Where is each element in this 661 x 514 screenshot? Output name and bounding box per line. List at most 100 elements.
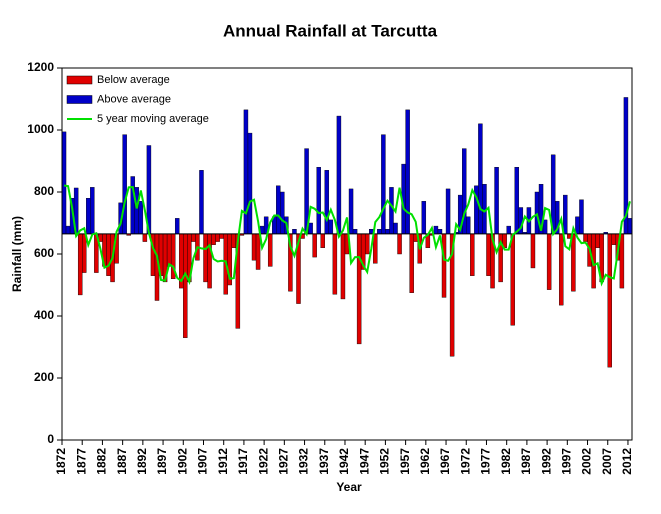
bar bbox=[276, 185, 281, 235]
bar bbox=[530, 233, 536, 269]
x-tick-label: 1957 bbox=[398, 448, 412, 475]
bar bbox=[308, 222, 313, 235]
bar bbox=[575, 216, 580, 235]
x-tick-label: 1887 bbox=[115, 448, 129, 475]
bar bbox=[510, 233, 515, 326]
bar bbox=[211, 233, 216, 245]
x-tick-label: 2007 bbox=[600, 448, 614, 475]
bar bbox=[563, 194, 568, 235]
bar bbox=[381, 134, 386, 235]
x-tick-label: 1977 bbox=[479, 448, 493, 475]
bar bbox=[86, 197, 91, 235]
bar bbox=[243, 109, 249, 235]
moving-average-line bbox=[63, 184, 631, 287]
bar bbox=[486, 233, 491, 276]
chart-title: Annual Rainfall at Tarcutta bbox=[223, 21, 438, 40]
y-tick-label: 600 bbox=[34, 246, 54, 260]
y-axis-label: Rainfall (mm) bbox=[10, 216, 24, 292]
x-tick-label: 1972 bbox=[458, 448, 472, 475]
bar bbox=[385, 228, 390, 235]
bar bbox=[174, 218, 180, 235]
x-tick-label: 1937 bbox=[317, 448, 331, 475]
y-tick-label: 400 bbox=[34, 308, 54, 322]
x-tick-label: 1892 bbox=[135, 448, 149, 475]
bar bbox=[389, 187, 394, 235]
bar bbox=[397, 233, 402, 255]
bar bbox=[364, 233, 370, 255]
bar bbox=[122, 134, 127, 235]
bar bbox=[619, 233, 625, 289]
bar bbox=[466, 216, 471, 235]
bar bbox=[320, 233, 325, 249]
bar bbox=[336, 115, 342, 235]
bar bbox=[65, 225, 71, 235]
y-tick-label: 200 bbox=[34, 370, 54, 384]
bar bbox=[316, 166, 321, 235]
x-tick-label: 1947 bbox=[357, 448, 371, 475]
bar bbox=[82, 233, 87, 273]
y-tick-label: 0 bbox=[47, 432, 54, 446]
legend-swatch bbox=[66, 95, 93, 104]
bar bbox=[215, 233, 220, 242]
legend-label: 5 year moving average bbox=[97, 113, 209, 125]
bar bbox=[138, 201, 144, 235]
x-tick-label: 1922 bbox=[256, 448, 270, 475]
bar bbox=[340, 233, 346, 300]
bar bbox=[348, 188, 354, 235]
bar bbox=[280, 191, 285, 235]
bar bbox=[134, 187, 140, 235]
x-tick-label: 1982 bbox=[499, 448, 513, 475]
bar bbox=[77, 233, 83, 296]
bar bbox=[247, 132, 253, 235]
bar bbox=[595, 233, 600, 249]
bar bbox=[470, 233, 475, 276]
bar bbox=[607, 233, 612, 368]
x-tick-label: 1987 bbox=[519, 448, 533, 475]
bar bbox=[405, 109, 410, 235]
bar bbox=[219, 233, 224, 239]
x-tick-label: 1962 bbox=[418, 448, 432, 475]
x-tick-label: 2012 bbox=[620, 448, 634, 475]
legend-swatch bbox=[66, 75, 93, 85]
bar bbox=[506, 225, 511, 235]
bar bbox=[611, 233, 617, 245]
bar bbox=[199, 170, 204, 235]
bar bbox=[393, 222, 398, 235]
bar bbox=[207, 233, 212, 289]
bar bbox=[328, 219, 334, 235]
bar bbox=[579, 199, 584, 235]
bar bbox=[441, 233, 447, 298]
bar bbox=[409, 233, 414, 293]
bar bbox=[546, 233, 552, 290]
y-tick-label: 1000 bbox=[27, 122, 54, 136]
bar bbox=[478, 123, 483, 235]
bar bbox=[356, 233, 362, 345]
x-tick-label: 1872 bbox=[54, 448, 68, 475]
x-tick-label: 2002 bbox=[580, 448, 594, 475]
bar bbox=[445, 188, 451, 235]
bar bbox=[559, 233, 564, 306]
x-tick-label: 1952 bbox=[378, 448, 392, 475]
bar bbox=[292, 228, 297, 235]
x-axis-label: Year bbox=[336, 480, 362, 494]
x-tick-label: 1967 bbox=[438, 448, 452, 475]
bar bbox=[191, 233, 196, 242]
x-tick-label: 1877 bbox=[74, 448, 88, 475]
x-tick-label: 1882 bbox=[95, 448, 109, 475]
x-tick-label: 1942 bbox=[337, 448, 351, 475]
bar bbox=[324, 170, 330, 235]
bar bbox=[437, 228, 443, 235]
bar bbox=[251, 233, 257, 261]
bar bbox=[352, 228, 358, 235]
bar bbox=[61, 131, 67, 235]
bar bbox=[255, 233, 261, 270]
bar bbox=[142, 233, 148, 242]
bar bbox=[373, 233, 378, 264]
x-tick-label: 1912 bbox=[216, 448, 230, 475]
bar bbox=[627, 218, 633, 235]
bar bbox=[183, 233, 188, 338]
x-tick-label: 1917 bbox=[236, 448, 250, 475]
legend-label: Above average bbox=[97, 93, 171, 105]
x-tick-label: 1897 bbox=[155, 448, 169, 475]
bar bbox=[106, 233, 111, 276]
